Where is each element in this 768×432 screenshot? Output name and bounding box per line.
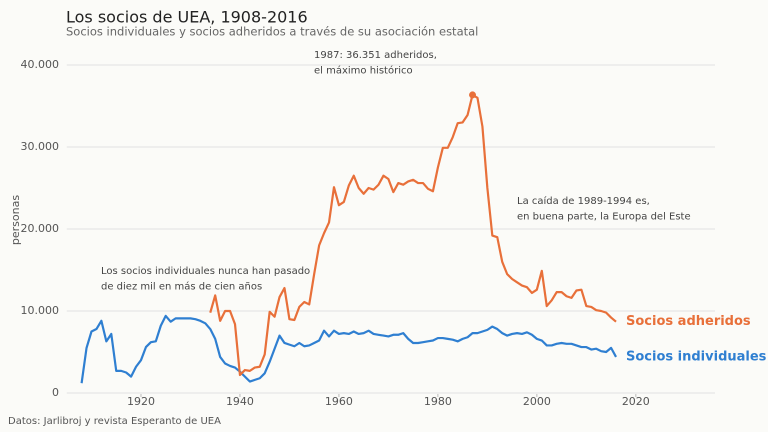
annotation: 1987: 36.351 adheridos,: [314, 50, 437, 61]
y-tick-label: 0: [52, 386, 59, 399]
annotation: en buena parte, la Europa del Este: [517, 212, 691, 223]
y-axis-label: personas: [9, 195, 22, 245]
x-tick-label: 1920: [127, 395, 155, 408]
line-series: [209, 93, 617, 377]
annotation: Los socios individuales nunca han pasado: [101, 266, 310, 277]
chart-subtitle: Socios individuales y socios adheridos a…: [66, 25, 478, 39]
highlight-point: [469, 91, 477, 99]
y-tick-label: 20.000: [21, 222, 60, 235]
annotation: el máximo histórico: [314, 65, 413, 77]
x-tick-label: 2000: [523, 395, 551, 408]
x-tick-label: 1940: [226, 395, 254, 408]
y-tick-label: 30.000: [21, 140, 60, 153]
x-tick-label: 2020: [622, 395, 650, 408]
y-tick-label: 10.000: [21, 304, 60, 317]
x-tick-label: 1960: [325, 395, 353, 408]
source: Datos: Jarlibroj y revista Esperanto de …: [8, 416, 221, 427]
annotation: La caída de 1989-1994 es,: [517, 195, 650, 207]
x-tick-label: 1980: [424, 395, 452, 408]
series-label: Socios individuales: [626, 349, 767, 364]
annotation: de diez mil en más de cien años: [101, 281, 262, 293]
line-series: [80, 314, 617, 384]
y-tick-label: 40.000: [21, 58, 60, 71]
series-label: Socios adheridos: [626, 314, 751, 329]
chart-title: Los socios de UEA, 1908-2016: [66, 8, 308, 27]
